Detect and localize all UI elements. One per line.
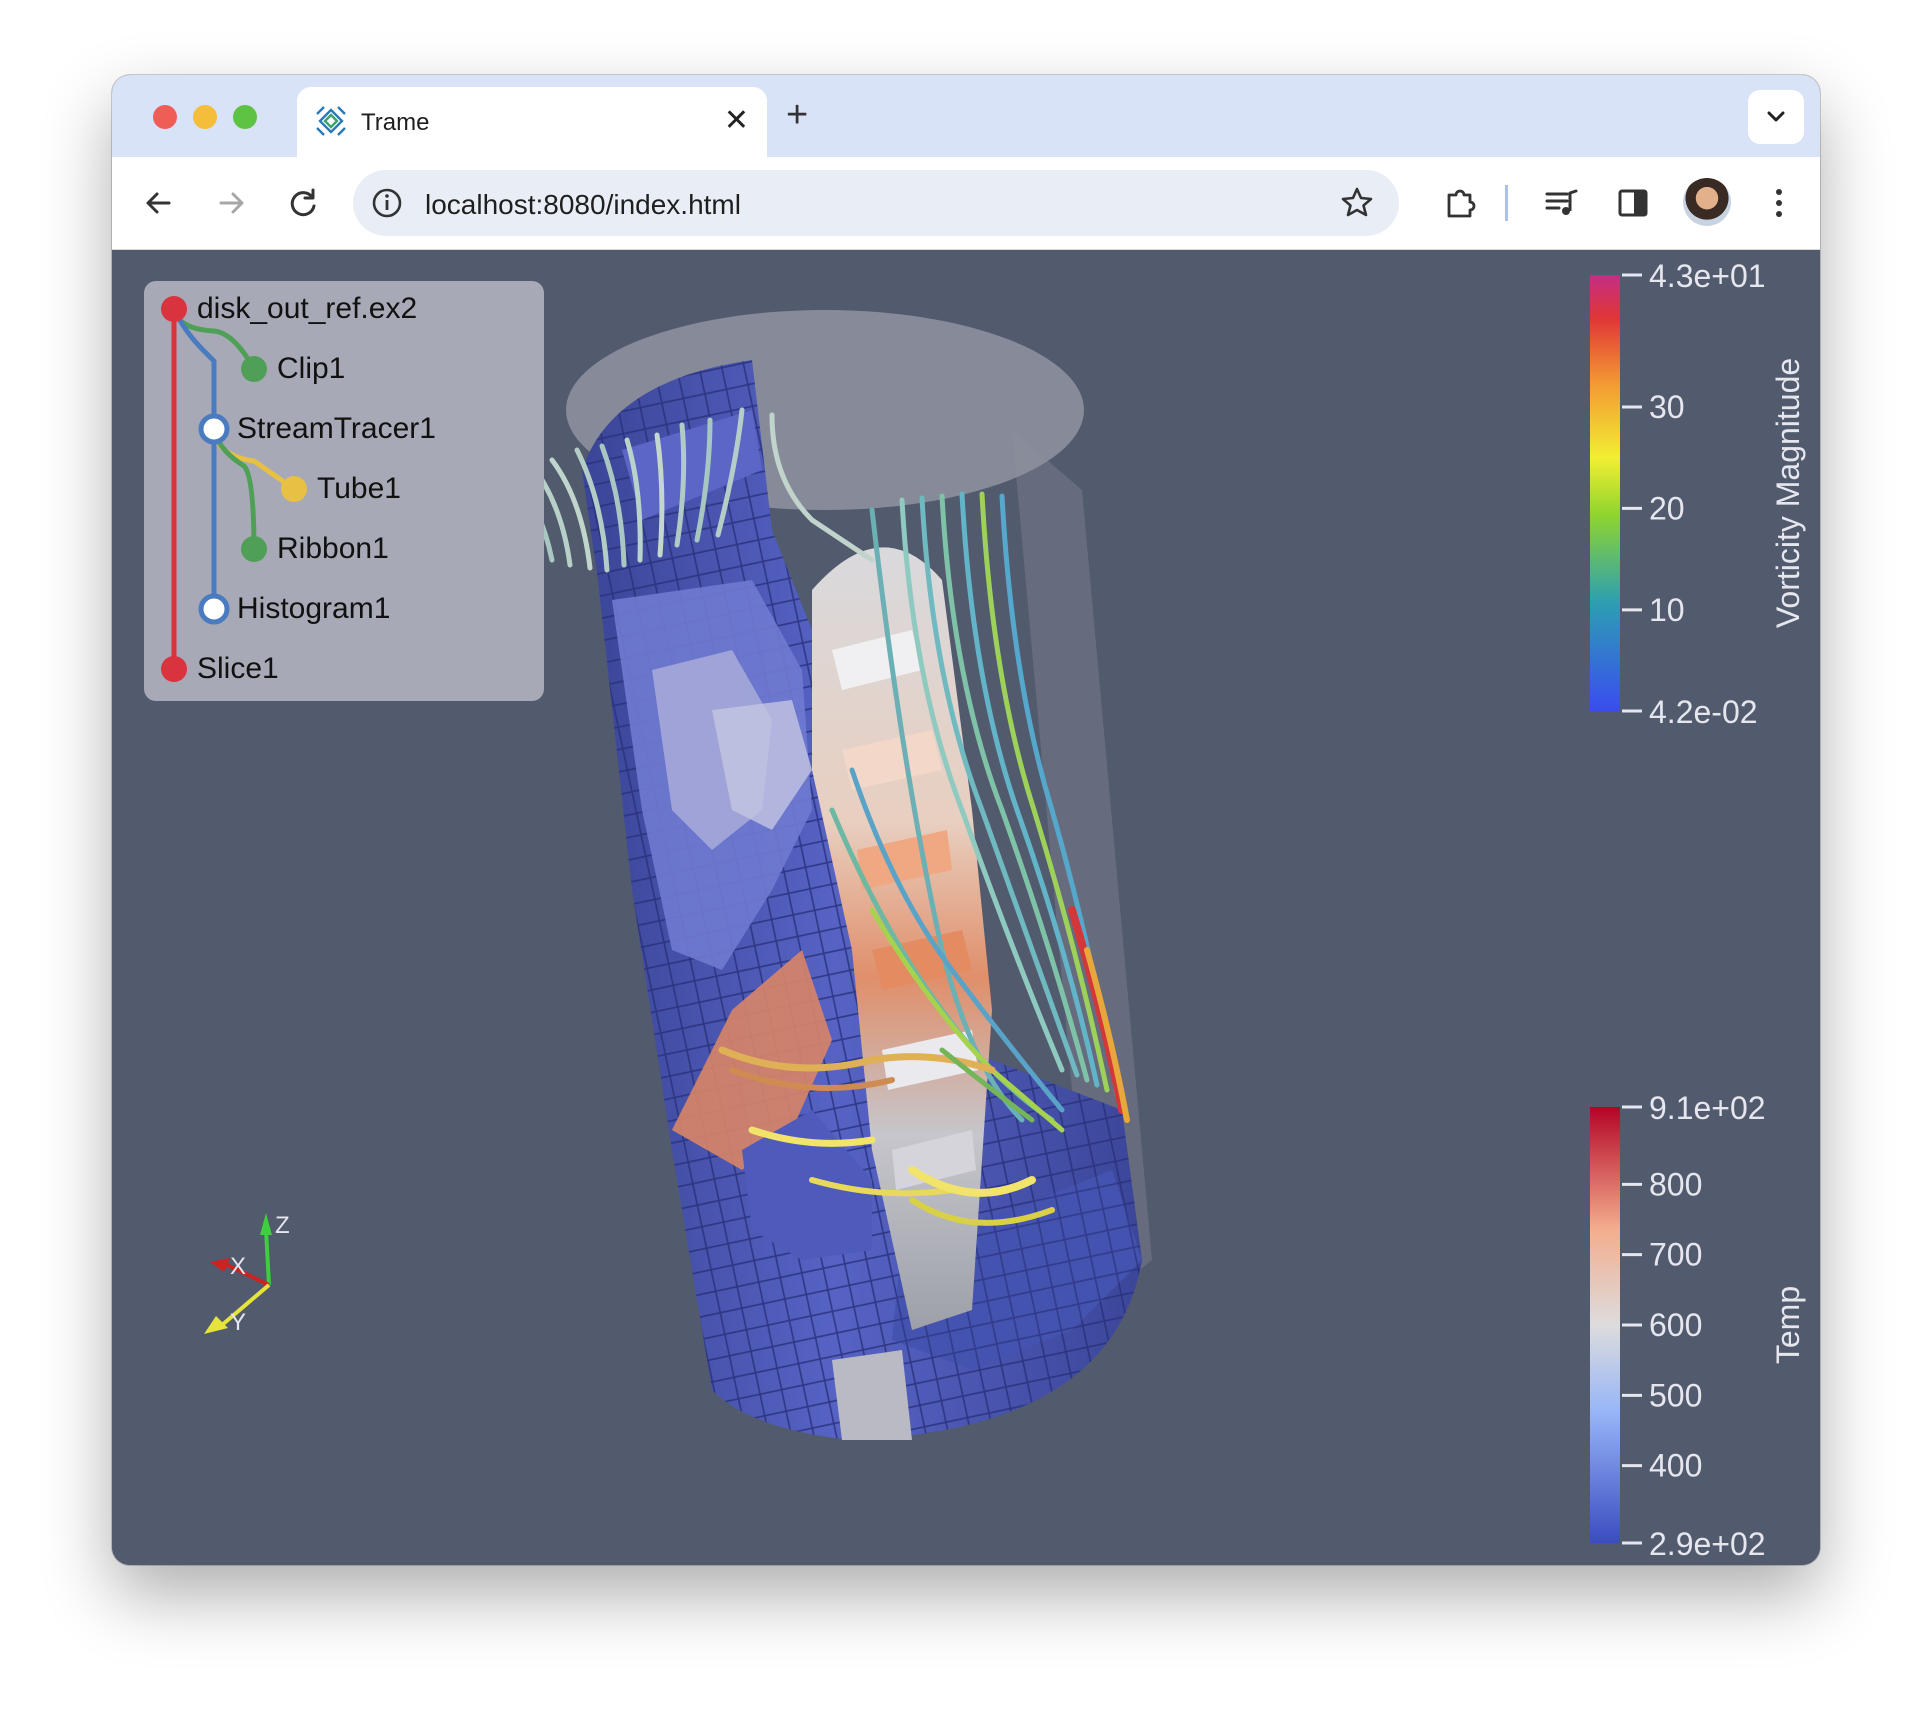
3d-render-scene[interactable]: Z X Y 30 20 10 4.3e+01 4.2e-02 Vorticity M… [112,250,1820,1565]
browser-tab[interactable]: Trame ✕ [297,87,767,159]
window-minimize-button[interactable] [193,105,217,129]
pipeline-item-label[interactable]: Histogram1 [237,592,391,625]
visibility-toggle-icon[interactable] [198,593,230,625]
temp-scalar-bar: 800 700 600 500 400 9.1e+02 2.9e+02 Temp [1590,1090,1806,1562]
visibility-toggle-icon[interactable] [161,656,187,682]
chevron-down-icon [1767,111,1785,122]
temp-max-label: 9.1e+02 [1649,1090,1766,1126]
more-menu-icon[interactable] [1755,179,1803,227]
forward-arrow-icon[interactable] [207,179,255,227]
tick-label: 600 [1649,1307,1702,1343]
pipeline-item-label[interactable]: Slice1 [197,652,279,685]
visibility-toggle-icon[interactable] [281,476,307,502]
site-info-icon[interactable] [369,185,405,221]
back-arrow-icon[interactable] [135,179,183,227]
vorticity-color-ramp [1590,275,1620,711]
pipeline-graph [161,296,307,682]
window-close-button[interactable] [153,105,177,129]
tick-label: 400 [1649,1448,1702,1484]
pipeline-item-label[interactable]: Clip1 [277,352,346,385]
vorticity-title: Vorticity Magnitude [1770,358,1806,628]
bookmark-star-icon[interactable] [1337,183,1377,223]
reload-icon[interactable] [279,179,327,227]
tick-label: 20 [1649,490,1685,526]
extensions-icon[interactable] [1437,179,1485,227]
side-panel-icon[interactable] [1609,179,1657,227]
pipeline-item-label[interactable]: Ribbon1 [277,532,389,565]
axis-x-label: X [230,1253,246,1280]
axis-y-label: Y [230,1309,246,1336]
tick-label: 500 [1649,1377,1702,1413]
pipeline-item-label[interactable]: disk_out_ref.ex2 [197,292,418,325]
trame-logo-icon [316,106,346,136]
vorticity-max-label: 4.3e+01 [1649,258,1766,294]
temp-ticks: 800 700 600 500 400 [1622,1105,1702,1545]
window-maximize-button[interactable] [233,105,257,129]
pipeline-item-label[interactable]: Tube1 [317,472,401,505]
core-column [812,547,992,1330]
browser-window: Trame ✕ + localhost:8080/index.htm [112,75,1820,1565]
tab-title: Trame [361,109,430,136]
vorticity-ticks: 30 20 10 [1622,273,1685,713]
ribbons [718,1046,1055,1226]
tick-label: 30 [1649,389,1685,425]
tab-strip: Trame ✕ + [112,75,1820,159]
tab-close-icon[interactable]: ✕ [723,104,749,137]
temp-color-ramp [1590,1107,1620,1543]
temp-title: Temp [1770,1286,1806,1364]
tick-label: 10 [1649,592,1685,628]
profile-avatar[interactable] [1683,178,1731,226]
tab-search-button[interactable] [1748,90,1804,144]
toolbar-divider [1505,185,1508,221]
pipeline-item-label[interactable]: StreamTracer1 [237,412,436,445]
render-view[interactable]: Z X Y 30 20 10 4.3e+01 4.2e-02 Vorticity M… [112,250,1820,1565]
axis-z-label: Z [275,1212,290,1239]
media-queue-icon[interactable] [1537,179,1585,227]
tick-label: 700 [1649,1237,1702,1273]
temp-min-label: 2.9e+02 [1649,1526,1766,1562]
browser-toolbar: localhost:8080/index.html [112,157,1820,250]
pipeline-browser: disk_out_ref.ex2 Clip1 StreamTracer1 Tube1 R… [144,281,544,701]
visibility-toggle-icon[interactable] [161,296,187,322]
orientation-axes: Z X Y [204,1212,290,1336]
visibility-toggle-icon[interactable] [241,356,267,382]
address-bar[interactable]: localhost:8080/index.html [353,170,1399,236]
vorticity-min-label: 4.2e-02 [1649,694,1758,730]
visibility-toggle-icon[interactable] [241,536,267,562]
tick-label: 800 [1649,1166,1702,1202]
new-tab-button[interactable]: + [786,94,809,136]
url-text: localhost:8080/index.html [425,189,741,220]
vorticity-scalar-bar: 30 20 10 4.3e+01 4.2e-02 Vorticity Magnitu… [1590,258,1806,730]
visibility-toggle-icon[interactable] [198,413,230,445]
